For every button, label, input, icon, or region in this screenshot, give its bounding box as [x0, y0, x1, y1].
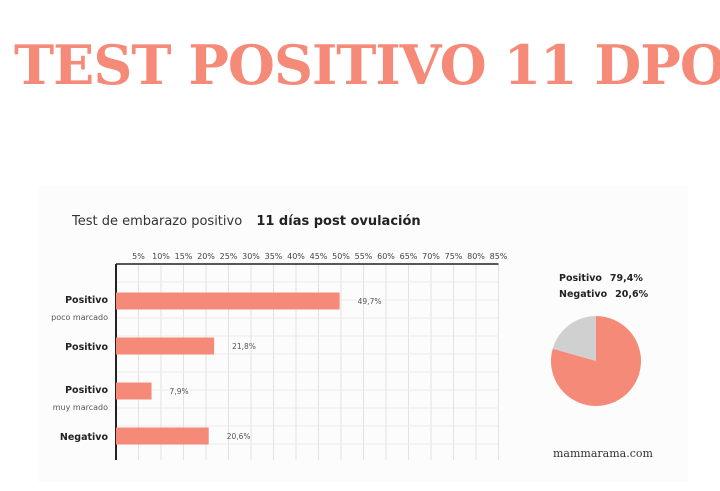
category-sublabel: muy marcado	[53, 403, 108, 412]
x-tick-label: 85%	[490, 252, 508, 261]
x-tick-label: 50%	[332, 252, 350, 261]
pie-legend-positive-label: Positivo	[559, 273, 602, 284]
x-tick-label: 10%	[152, 252, 170, 261]
bar-value-label: 21,8%	[232, 342, 256, 351]
bar	[116, 427, 209, 445]
pie-legend-negative-value: 20,6%	[615, 289, 649, 300]
x-tick-label: 35%	[265, 252, 283, 261]
category-label: Negativo	[60, 432, 109, 443]
chart-title-lead: Test de embarazo positivo	[72, 214, 243, 229]
bar-value-label: 7,9%	[170, 387, 189, 396]
pie-slice-negative	[552, 316, 596, 361]
x-tick-label: 45%	[310, 252, 328, 261]
x-tick-label: 15%	[175, 252, 193, 261]
bar-value-label: 20,6%	[227, 432, 251, 441]
page-title: TEST POSITIVO 11 DPO	[14, 33, 720, 97]
chart-title-strong: 11 días post ovulación	[256, 214, 421, 229]
x-tick-label: 75%	[445, 252, 463, 261]
bar-value-label: 49,7%	[358, 297, 382, 306]
x-tick-label: 80%	[467, 252, 485, 261]
x-tick-label: 60%	[377, 252, 395, 261]
x-tick-label: 65%	[400, 252, 418, 261]
x-tick-label: 20%	[197, 252, 215, 261]
category-label: Positivo	[65, 342, 108, 353]
bar	[116, 292, 340, 310]
pie-legend: Positivo 79,4% Negativo 20,6%	[559, 271, 648, 303]
brand-watermark: mammarama.com	[553, 447, 653, 460]
pie-legend-positive-value: 79,4%	[609, 273, 643, 284]
chart-title: Test de embarazo positivo 11 días post o…	[72, 214, 421, 229]
x-tick-label: 30%	[242, 252, 260, 261]
pie-legend-negative-label: Negativo	[559, 289, 608, 300]
bar	[116, 382, 152, 400]
category-label: Positivo	[65, 385, 108, 396]
x-tick-label: 5%	[132, 252, 145, 261]
pie-slice-positive	[551, 316, 641, 407]
x-tick-label: 25%	[220, 252, 238, 261]
category-label: Positivo	[65, 295, 108, 306]
bar	[116, 337, 215, 355]
x-tick-label: 55%	[355, 252, 373, 261]
pie-legend-negative: Negativo 20,6%	[559, 287, 648, 303]
pie-legend-positive: Positivo 79,4%	[559, 271, 648, 287]
category-sublabel: poco marcado	[51, 313, 108, 322]
x-tick-label: 40%	[287, 252, 305, 261]
x-tick-label: 70%	[422, 252, 440, 261]
